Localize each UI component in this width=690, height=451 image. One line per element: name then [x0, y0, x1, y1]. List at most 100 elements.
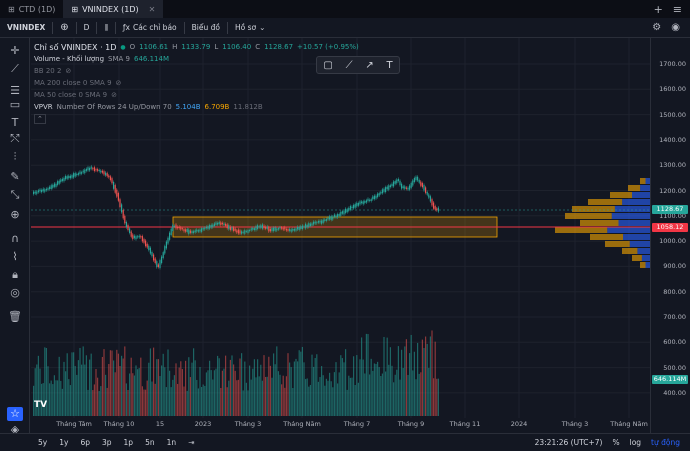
- volume-bar: [273, 353, 275, 416]
- chart-canvas[interactable]: [31, 38, 650, 433]
- lock-drawing-icon[interactable]: ⌇: [12, 250, 18, 263]
- zoom-in-icon[interactable]: ⊕: [10, 208, 20, 221]
- candle: [289, 228, 291, 231]
- legend-vpvr[interactable]: VPVR Number Of Rows 24 Up/Down 70 5.104B…: [34, 101, 359, 113]
- chart-menu-button[interactable]: Biểu đồ: [185, 18, 227, 38]
- ray-icon[interactable]: ↗: [365, 59, 374, 71]
- candle: [308, 223, 310, 227]
- eye-off-icon[interactable]: ⊘: [115, 79, 122, 87]
- volume-bar: [271, 377, 273, 416]
- text-icon[interactable]: T: [11, 116, 19, 129]
- rectangle-icon[interactable]: ▭: [9, 98, 21, 111]
- trend-line-icon[interactable]: ⟋: [345, 59, 353, 71]
- tab-ctd[interactable]: ⊞ CTD (1D): [0, 0, 63, 18]
- compare-button[interactable]: ⊕: [53, 18, 75, 38]
- symbol-search[interactable]: VNINDEX: [0, 18, 52, 38]
- auto-toggle[interactable]: tự động: [651, 438, 680, 447]
- candle: [90, 166, 92, 169]
- lock-icon[interactable]: 🔒︎: [12, 268, 18, 281]
- legend-title[interactable]: Chỉ số VNINDEX · 1D: [34, 42, 117, 52]
- candle: [402, 186, 404, 189]
- text-icon[interactable]: T: [386, 59, 393, 71]
- line-price-badge: 1058.12: [652, 223, 688, 232]
- candle: [87, 167, 89, 171]
- volume-bar: [124, 346, 126, 416]
- camera-icon[interactable]: ◉: [671, 22, 680, 33]
- pattern-icon[interactable]: ⤲: [10, 132, 20, 145]
- candle: [282, 227, 284, 230]
- vpvr-bar-down: [628, 185, 641, 191]
- volume-bar: [410, 334, 412, 416]
- volume-bar: [77, 360, 79, 416]
- trash-icon[interactable]: 🗑︎: [8, 310, 22, 323]
- candle: [116, 189, 118, 197]
- tab-vnindex[interactable]: ⊞ VNINDEX (1D) ✕: [63, 0, 164, 18]
- ruler-icon[interactable]: ⤡: [10, 188, 20, 201]
- volume-bar: [242, 390, 244, 416]
- candle: [49, 186, 51, 190]
- interval-button[interactable]: D: [77, 18, 97, 38]
- favorite-star-icon[interactable]: ☆: [7, 407, 23, 421]
- eye-icon[interactable]: ◎: [10, 286, 20, 299]
- volume-bar: [47, 366, 49, 416]
- candle: [63, 177, 65, 182]
- log-toggle[interactable]: log: [629, 438, 642, 447]
- volume-bar: [215, 368, 217, 416]
- volume-bar: [277, 371, 279, 416]
- volume-bar: [327, 380, 329, 416]
- legend-bb[interactable]: BB 20 2 ⊘: [34, 65, 359, 77]
- legend-main: Chỉ số VNINDEX · 1D ● O 1106.61 H 1133.79 …: [34, 41, 359, 53]
- percent-toggle[interactable]: %: [612, 438, 620, 447]
- eye-off-icon[interactable]: ⊘: [111, 91, 117, 99]
- eye-off-icon[interactable]: ⊘: [65, 67, 72, 75]
- price-axis[interactable]: 1700.00 1600.00 1500.00 1400.00 1300.00 1200.…: [650, 38, 690, 433]
- magnet-icon[interactable]: ∩: [10, 232, 20, 245]
- legend-ma50[interactable]: MA 50 close 0 SMA 9 ⊘: [34, 89, 359, 101]
- volume-bar: [436, 378, 438, 416]
- add-tab-icon[interactable]: +: [653, 2, 663, 16]
- fibonacci-icon[interactable]: ☰: [10, 84, 20, 97]
- candle: [293, 228, 295, 231]
- chart-icon: ⊞: [71, 4, 79, 14]
- legend-ma200[interactable]: MA 200 close 0 SMA 9 ⊘: [34, 77, 359, 89]
- candle: [285, 228, 287, 231]
- volume-bar: [305, 379, 307, 416]
- date-range-icon[interactable]: ⇥: [188, 438, 195, 447]
- brush-icon[interactable]: ✎: [10, 170, 20, 183]
- range-button-1n[interactable]: 1n: [166, 438, 177, 447]
- volume-bar: [178, 367, 180, 416]
- candle: [76, 174, 78, 176]
- range-button-1y[interactable]: 1y: [59, 438, 69, 447]
- rectangle-icon[interactable]: ▢: [323, 59, 333, 71]
- gear-icon[interactable]: ⚙: [652, 22, 662, 33]
- range-button-5n[interactable]: 5n: [145, 438, 155, 447]
- profile-button[interactable]: Hồ sơ ⌄: [228, 18, 272, 38]
- tradingview-logo[interactable]: TV: [34, 400, 48, 410]
- volume-bar: [44, 347, 46, 416]
- volume-bar: [297, 361, 299, 416]
- crosshair-icon[interactable]: ✛: [10, 44, 20, 57]
- legend-volume[interactable]: Volume - Khối lượng SMA 9 646.114M: [34, 53, 359, 65]
- close-icon[interactable]: ✕: [148, 4, 156, 14]
- clock[interactable]: 23:21:26 (UTC+7): [534, 438, 603, 447]
- indicators-button[interactable]: ƒx Các chỉ báo: [116, 18, 184, 38]
- range-button-6p[interactable]: 6p: [80, 438, 90, 447]
- trend-line-icon[interactable]: ⟋: [11, 62, 19, 75]
- range-button-5y[interactable]: 5y: [38, 438, 48, 447]
- chevron-up-icon[interactable]: ⌃: [34, 114, 46, 124]
- chart-type-button[interactable]: ⫼: [97, 18, 114, 38]
- range-button-3p[interactable]: 3p: [101, 438, 112, 447]
- candle: [301, 225, 303, 230]
- chart-pane[interactable]: [31, 38, 650, 433]
- volume-bar: [321, 366, 323, 416]
- candle: [161, 256, 163, 264]
- menu-icon[interactable]: ≡: [672, 2, 682, 16]
- volume-bar: [247, 390, 249, 416]
- candle: [394, 181, 396, 184]
- time-axis[interactable]: Tháng Tám Tháng 10 15 2023 Tháng 3 Tháng Năm T…: [31, 417, 650, 431]
- layers-icon[interactable]: ◈: [10, 423, 20, 436]
- range-button-1p[interactable]: 1p: [123, 438, 134, 447]
- volume-bar: [183, 386, 185, 416]
- forecast-icon[interactable]: ⫶: [13, 150, 17, 163]
- legend-collapse[interactable]: ⌃: [34, 113, 359, 125]
